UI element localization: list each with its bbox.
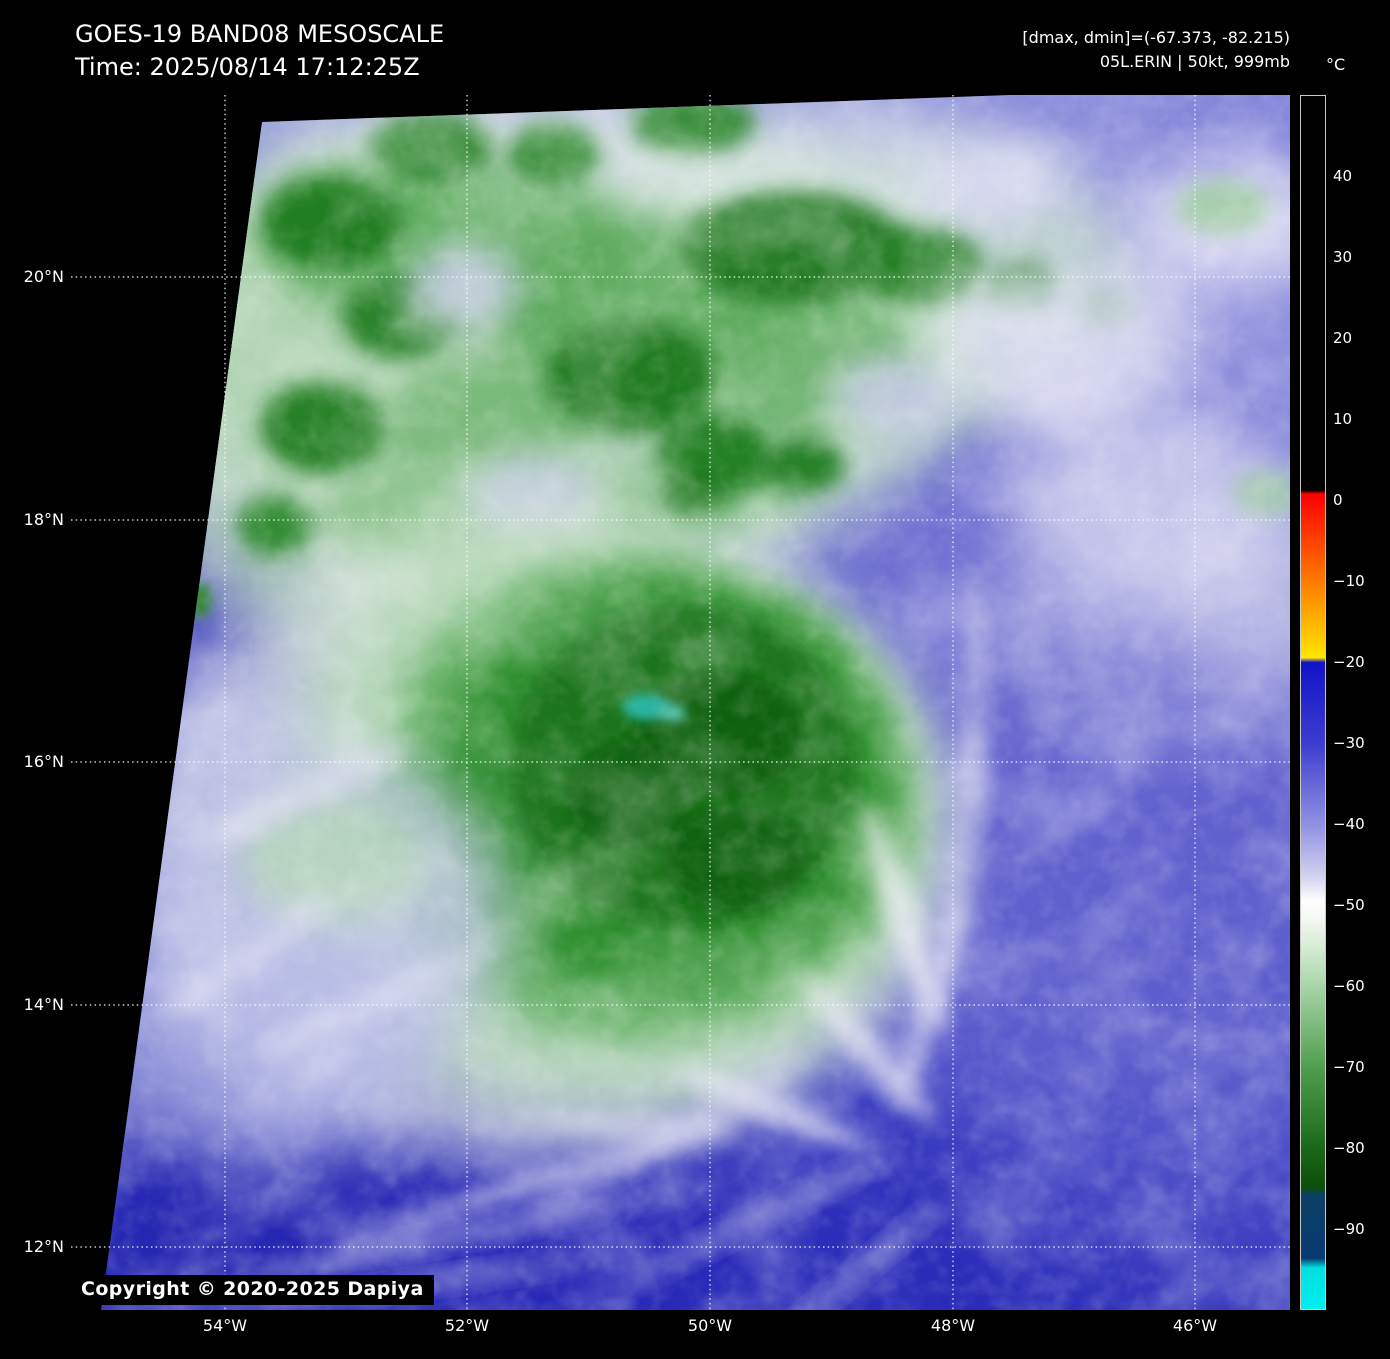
dmax-dmin-readout: [dmax, dmin]=(-67.373, -82.215)	[1022, 28, 1290, 47]
lon-tick-label: 54°W	[202, 1316, 248, 1335]
colorbar-tick-label: 0	[1333, 491, 1343, 509]
lat-tick-label: 20°N	[23, 267, 64, 286]
lon-tick-label: 48°W	[930, 1316, 976, 1335]
satellite-image	[71, 95, 1290, 1310]
cloud-imagery	[101, 95, 1290, 1310]
colorbar-unit-label: °C	[1326, 55, 1346, 74]
colorbar-tick-label: −10	[1333, 572, 1365, 590]
colorbar-tick-label: −50	[1333, 896, 1365, 914]
colorbar-tick-label: −60	[1333, 977, 1365, 995]
colorbar-tick-label: 20	[1333, 329, 1353, 347]
storm-info: 05L.ERIN | 50kt, 999mb	[1099, 52, 1290, 71]
lon-tick-label: 52°W	[444, 1316, 490, 1335]
lat-tick-label: 12°N	[23, 1237, 64, 1256]
lat-tick-label: 18°N	[23, 510, 64, 529]
header-left: GOES-19 BAND08 MESOSCALE Time: 2025/08/1…	[75, 18, 444, 84]
page-title: GOES-19 BAND08 MESOSCALE	[75, 20, 445, 48]
temperature-colorbar	[1300, 95, 1326, 1310]
gridlines	[71, 95, 1290, 1310]
header-right: [dmax, dmin]=(-67.373, -82.215) 05L.ERIN…	[1022, 26, 1290, 74]
colorbar-tick-label: 40	[1333, 167, 1353, 185]
colorbar-tick-label: −80	[1333, 1139, 1365, 1157]
colorbar-tick-label: −20	[1333, 653, 1365, 671]
lat-tick-label: 14°N	[23, 995, 64, 1014]
lon-tick-label: 46°W	[1172, 1316, 1218, 1335]
colorbar-tick-label: −70	[1333, 1058, 1365, 1076]
colorbar-tick-label: 10	[1333, 410, 1353, 428]
colorbar-tick-label: −30	[1333, 734, 1365, 752]
map-plot: Copyright © 2020-2025 Dapiya	[71, 95, 1290, 1310]
colorbar-tick-label: −40	[1333, 815, 1365, 833]
copyright-watermark: Copyright © 2020-2025 Dapiya	[77, 1275, 434, 1305]
colorbar-tick-label: 30	[1333, 248, 1353, 266]
timestamp: Time: 2025/08/14 17:12:25Z	[75, 53, 420, 81]
lon-tick-label: 50°W	[687, 1316, 733, 1335]
lat-tick-label: 16°N	[23, 752, 64, 771]
colorbar-tick-label: −90	[1333, 1220, 1365, 1238]
